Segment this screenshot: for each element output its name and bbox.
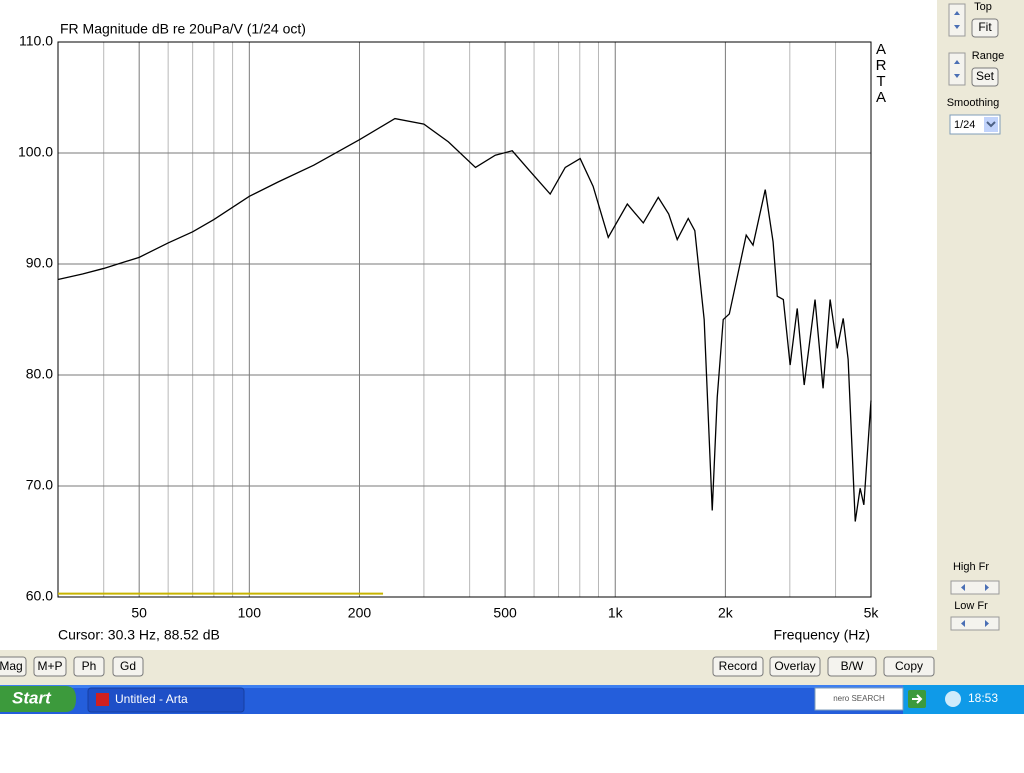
button-label: Mag xyxy=(0,659,23,673)
x-tick-label: 100 xyxy=(238,605,262,621)
logo-letter: T xyxy=(876,73,885,90)
label: High Fr xyxy=(953,561,989,573)
search-label: nero SEARCH xyxy=(833,694,885,703)
x-tick-label: 50 xyxy=(131,605,147,621)
dropdown-value: 1/24 xyxy=(954,119,975,131)
button[interactable]: Overlay xyxy=(769,656,821,677)
button[interactable]: M+P xyxy=(33,656,67,677)
button[interactable]: Set xyxy=(971,67,999,87)
button[interactable]: Copy xyxy=(883,656,935,677)
label: Smoothing xyxy=(947,97,1000,109)
chart-background xyxy=(0,0,937,650)
spinner[interactable] xyxy=(948,52,966,86)
y-tick-label: 110.0 xyxy=(19,33,53,49)
x-tick-label: 200 xyxy=(348,605,372,621)
button-label: M+P xyxy=(37,659,62,673)
clock: 18:53 xyxy=(968,691,998,705)
x-axis-label: Frequency (Hz) xyxy=(774,627,870,643)
button[interactable]: Ph xyxy=(73,656,105,677)
chart-title: FR Magnitude dB re 20uPa/V (1/24 oct) xyxy=(60,21,306,37)
button-label: Gd xyxy=(120,659,136,673)
plot-border xyxy=(57,41,872,598)
logo-letter: R xyxy=(876,57,887,74)
dropdown[interactable]: 1/24 xyxy=(949,114,1001,135)
right-panel xyxy=(937,0,1024,685)
button-label: Record xyxy=(719,659,758,673)
plot: 50 100 200 500 1k 2k 5k 60.0 70.0 80.0 90.0 100.0 11… xyxy=(18,33,879,621)
task-button[interactable]: Untitled - Arta xyxy=(87,687,245,713)
x-tick-label: 5k xyxy=(864,605,880,621)
button-label: Fit xyxy=(978,20,992,34)
logo-letter: A xyxy=(876,89,886,106)
start-label: Start xyxy=(12,688,52,707)
spinner[interactable] xyxy=(950,616,1000,631)
button-label: Ph xyxy=(82,659,97,673)
button-label: B/W xyxy=(841,659,864,673)
taskbar-highlight xyxy=(0,685,1024,688)
y-tick-label: 70.0 xyxy=(26,477,53,493)
label: Low Fr xyxy=(954,600,988,612)
spinner[interactable] xyxy=(950,580,1000,595)
start-button[interactable]: Start xyxy=(0,686,76,712)
button[interactable]: Mag xyxy=(0,656,27,677)
button-label: Copy xyxy=(895,659,923,673)
button[interactable]: Gd xyxy=(112,656,144,677)
y-tick-label: 60.0 xyxy=(26,588,53,604)
series-line xyxy=(57,117,872,522)
label: Range xyxy=(972,50,1004,62)
go-button[interactable] xyxy=(908,690,926,708)
cursor-readout: Cursor: 30.3 Hz, 88.52 dB xyxy=(58,627,220,643)
search-box[interactable]: nero SEARCH xyxy=(814,687,904,711)
label: Top xyxy=(974,1,992,13)
x-tick-label: 2k xyxy=(718,605,734,621)
logo-letter: A xyxy=(876,41,886,58)
y-tick-label: 100.0 xyxy=(18,144,53,160)
x-tick-label: 1k xyxy=(608,605,624,621)
button[interactable]: Record xyxy=(712,656,764,677)
y-tick-label: 90.0 xyxy=(26,255,53,271)
button[interactable]: B/W xyxy=(827,656,877,677)
button-label: Overlay xyxy=(774,659,815,673)
button[interactable]: Fit xyxy=(971,18,999,38)
tray-arrow[interactable] xyxy=(945,691,961,707)
x-tick-label: 500 xyxy=(493,605,517,621)
y-tick-label: 80.0 xyxy=(26,366,53,382)
button-label: Set xyxy=(976,69,995,83)
spinner[interactable] xyxy=(948,3,966,37)
task-label: Untitled - Arta xyxy=(115,692,188,706)
